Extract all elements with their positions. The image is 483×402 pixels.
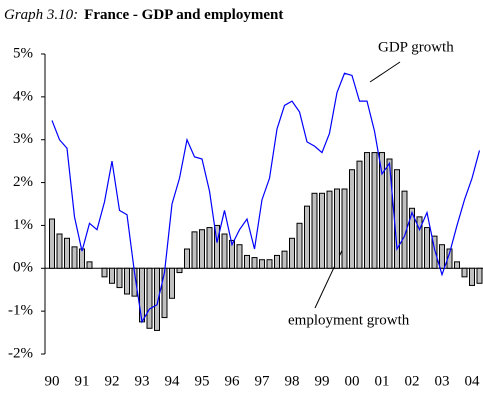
y-tick-label: 2%: [13, 174, 33, 190]
bar: [281, 250, 288, 269]
bar: [176, 267, 183, 274]
title-text: France - GDP and employment: [84, 7, 283, 23]
bar: [334, 188, 340, 269]
bar: [289, 237, 295, 269]
bar: [49, 218, 55, 269]
bar: [146, 267, 153, 329]
bar: [296, 222, 303, 269]
bar: [71, 246, 78, 269]
chart-title: Graph 3.10: France - GDP and employment: [4, 7, 283, 23]
bar: [244, 254, 250, 269]
annotation: employment growth: [288, 312, 410, 328]
bar: [356, 160, 363, 269]
y-tick-label: 0%: [13, 260, 33, 276]
bar: [236, 244, 243, 269]
bar: [439, 244, 445, 269]
bar: [274, 254, 280, 269]
bar: [259, 259, 265, 269]
bar: [454, 261, 460, 269]
bar: [326, 190, 333, 269]
x-tick-label: 93: [135, 373, 150, 389]
bar: [109, 267, 115, 284]
bar: [169, 267, 175, 299]
bar: [56, 233, 63, 269]
x-tick-label: 98: [285, 373, 300, 389]
bar: [349, 169, 355, 269]
bar: [221, 233, 228, 269]
bar: [191, 231, 198, 269]
bar: [394, 169, 400, 269]
bar: [311, 192, 318, 269]
x-tick-label: 00: [345, 373, 360, 389]
y-tick-label: -1%: [8, 303, 33, 319]
bar: [386, 158, 393, 269]
bar: [431, 235, 438, 269]
line: [51, 72, 481, 324]
bar: [161, 267, 168, 319]
bar: [124, 267, 130, 295]
bar: [229, 239, 235, 269]
bar: [64, 237, 70, 269]
bar: [476, 267, 483, 284]
bar: [319, 192, 325, 269]
bar: [184, 248, 190, 269]
bar: [79, 248, 85, 269]
bar: [116, 267, 123, 289]
x-tick-label: 02: [405, 373, 420, 389]
x-tick-label: 96: [225, 373, 241, 389]
bar: [86, 261, 93, 269]
annotation-arrow: [369, 61, 401, 83]
bar: [409, 207, 415, 269]
x-tick-label: 92: [105, 373, 120, 389]
y-tick-label: 4%: [13, 88, 33, 104]
x-tick-label: 94: [165, 373, 181, 389]
bar: [214, 224, 220, 269]
bar: [341, 188, 348, 269]
bar: [251, 257, 258, 269]
bar: [266, 259, 273, 269]
y-tick-label: -2%: [8, 345, 33, 361]
bar: [379, 152, 385, 269]
x-tick-label: 03: [435, 373, 450, 389]
y-tick-label: 5%: [13, 45, 33, 61]
bar: [469, 267, 475, 286]
y-tick-label: 1%: [13, 217, 33, 233]
x-tick-label: 04: [465, 373, 481, 389]
x-tick-label: 99: [315, 373, 330, 389]
bar: [154, 267, 160, 331]
annotation: GDP growth: [378, 39, 454, 55]
title-label: Graph 3.10:: [4, 7, 78, 23]
bar: [424, 227, 430, 269]
bar: [416, 216, 423, 269]
bar: [364, 152, 370, 269]
x-tick-label: 01: [375, 373, 390, 389]
bar: [206, 227, 213, 269]
bar: [371, 152, 378, 269]
x-tick-label: 95: [195, 373, 210, 389]
bar: [461, 267, 468, 278]
bar: [304, 205, 310, 269]
x-tick-label: 91: [75, 373, 90, 389]
y-tick-label: 3%: [13, 131, 33, 147]
bar: [101, 267, 108, 278]
bar: [199, 229, 205, 269]
x-tick-label: 90: [45, 373, 60, 389]
x-tick-label: 97: [255, 373, 271, 389]
